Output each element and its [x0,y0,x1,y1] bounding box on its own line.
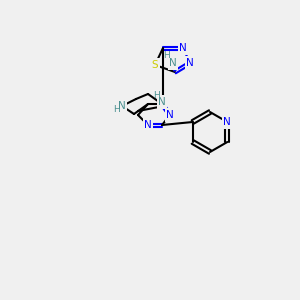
Text: N: N [158,97,166,107]
Text: N: N [166,110,174,120]
Text: N: N [179,43,187,53]
Text: N: N [169,58,177,68]
Text: H: H [163,52,170,61]
Text: S: S [152,60,158,70]
Text: N: N [118,101,126,111]
Text: H: H [153,92,159,100]
Text: N: N [186,58,194,68]
Text: H: H [112,104,119,113]
Text: N: N [144,120,152,130]
Text: N: N [224,117,231,127]
